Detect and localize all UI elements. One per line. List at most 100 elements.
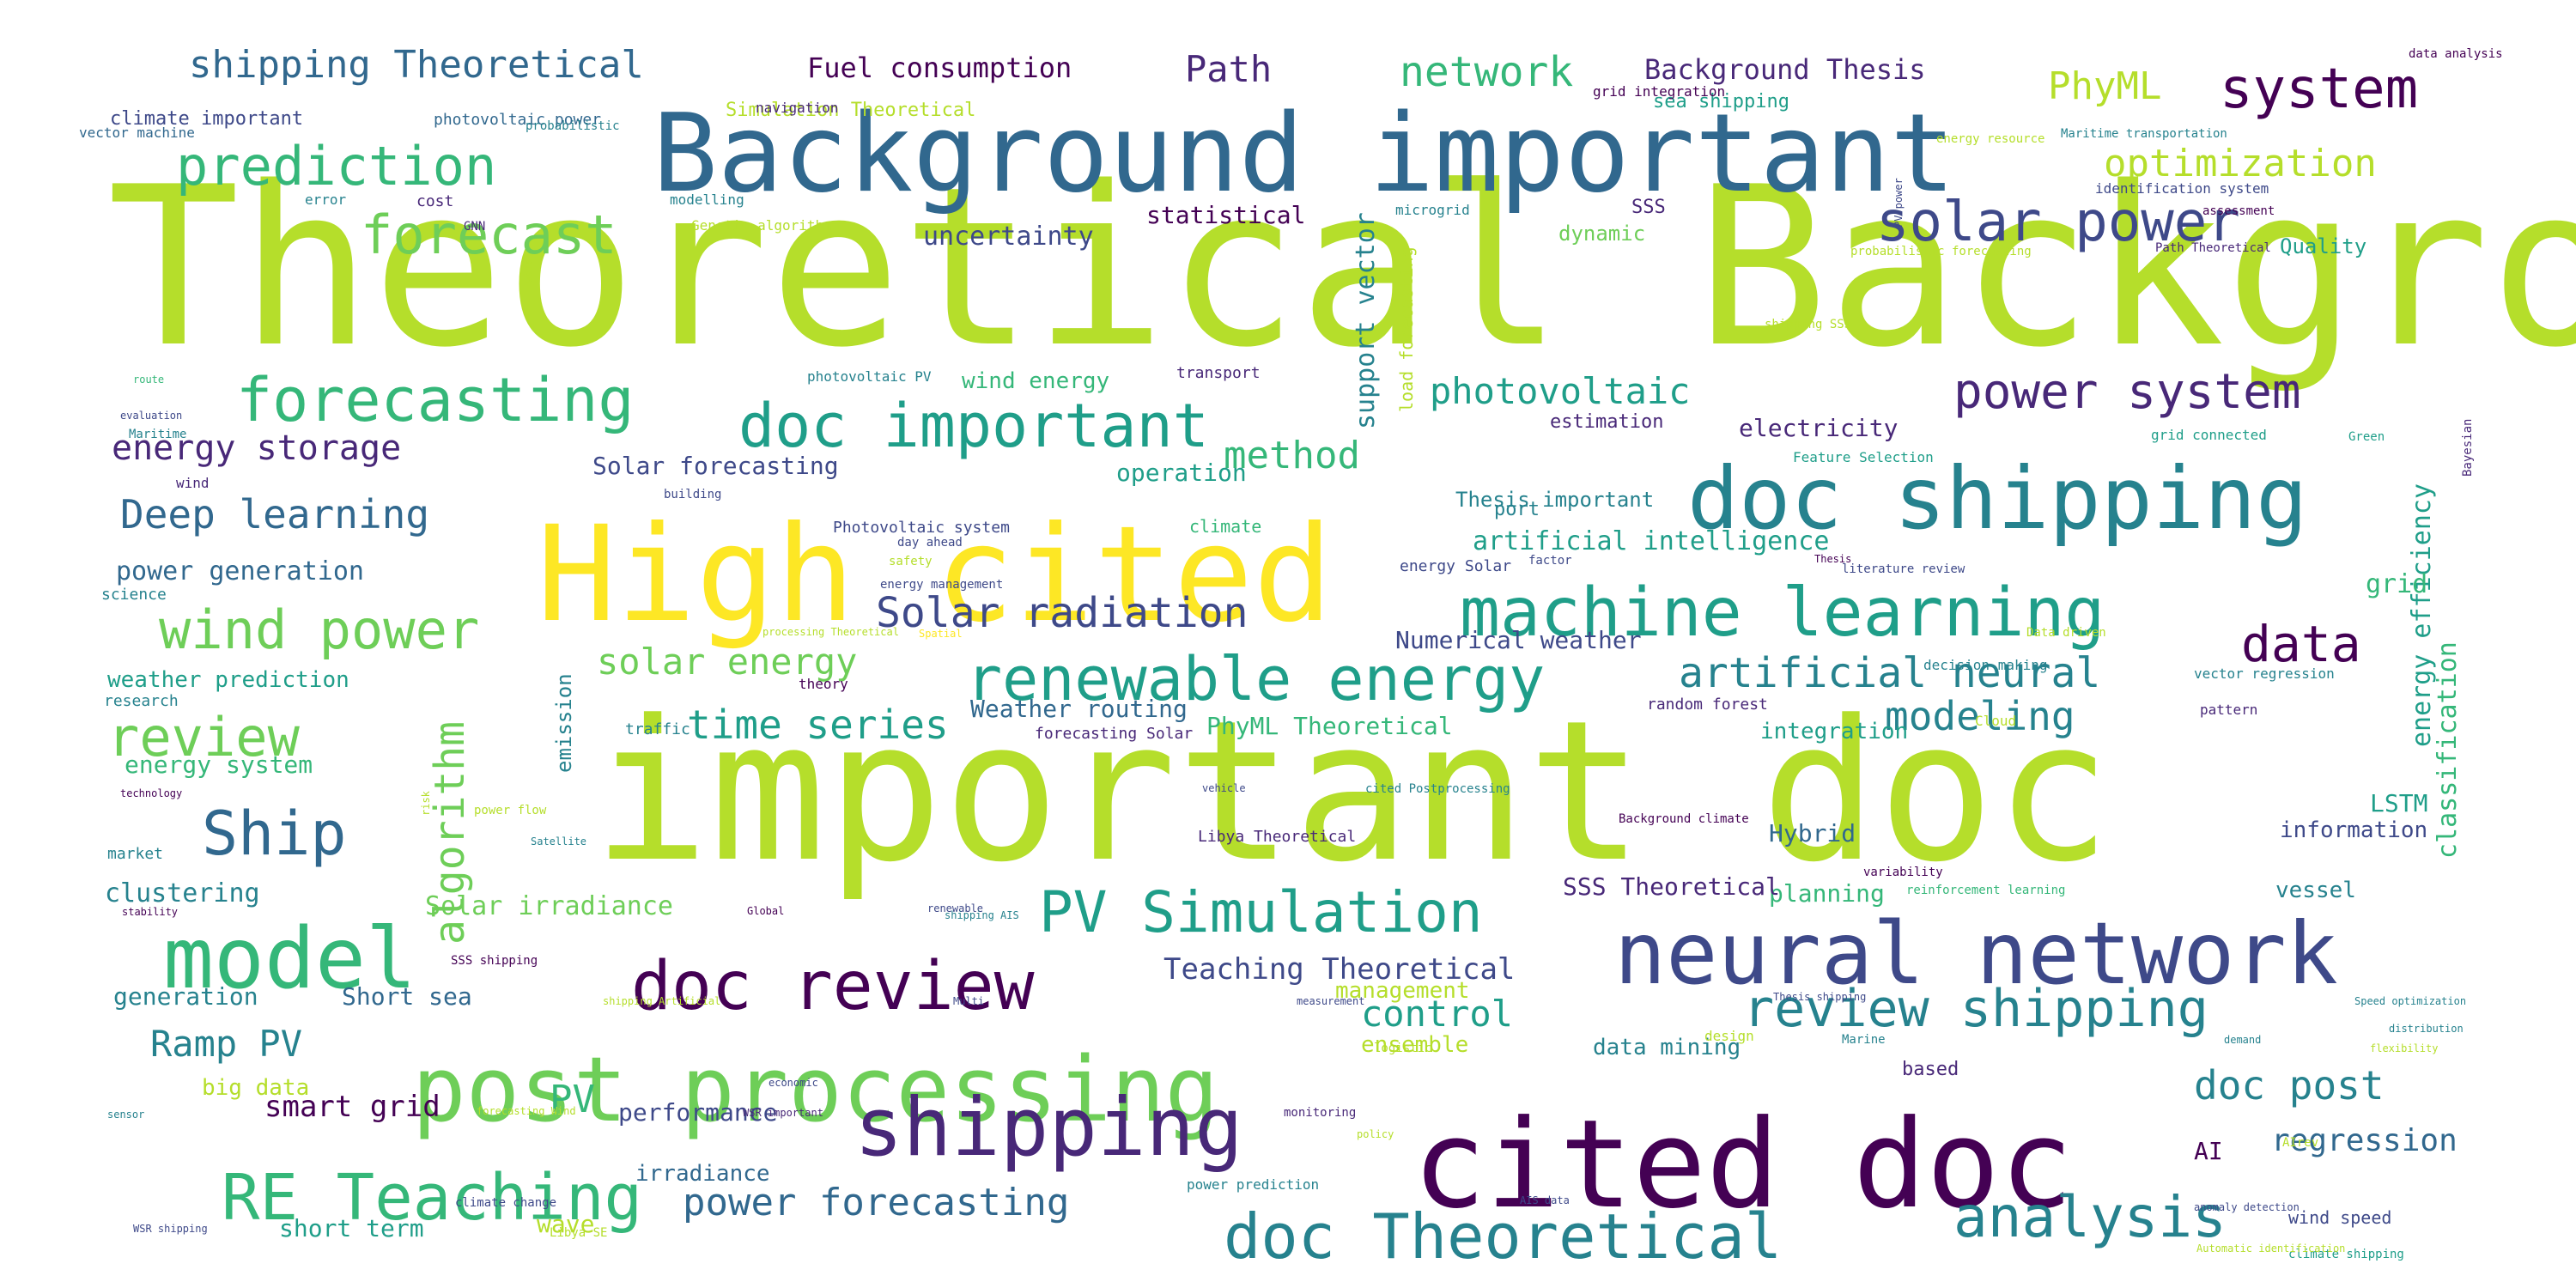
- word-probabilistic: probabilistic: [526, 119, 620, 133]
- word-clustering: clustering: [105, 878, 260, 908]
- word-performance: performance: [618, 1098, 777, 1127]
- word-bayesian: Bayesian: [2461, 419, 2475, 477]
- word-wind-speed: wind speed: [2288, 1207, 2391, 1228]
- word-genetic-algorithm: Genetic algorithm: [691, 217, 832, 234]
- word-operation: operation: [1116, 459, 1247, 487]
- word-planning: planning: [1769, 879, 1885, 908]
- word-method: method: [1224, 434, 1360, 477]
- word-gnn: GNN: [464, 220, 485, 234]
- word-path: Path: [1185, 48, 1272, 90]
- word-neural-network: neural network: [1614, 903, 2338, 1004]
- word-phyml: PhyML: [2048, 64, 2161, 108]
- word-microgrid: microgrid: [1395, 202, 1470, 218]
- word-identification-system: identification system: [2095, 180, 2269, 197]
- word-literature-review: literature review: [1842, 562, 1965, 576]
- word-ensemble: ensemble: [1361, 1032, 1468, 1058]
- word-modeling: modeling: [1885, 693, 2075, 739]
- word-photovoltaic: photovoltaic: [1430, 370, 1690, 412]
- word-spatial: Spatial: [919, 628, 963, 640]
- word-technology: technology: [120, 787, 182, 799]
- word-cited-postprocessing: cited Postprocessing: [1365, 782, 1510, 796]
- word-measurement: measurement: [1297, 995, 1364, 1007]
- word-thesis-shipping: Thesis shipping: [1773, 991, 1866, 1003]
- word-solar-radiation: Solar radiation: [876, 589, 1248, 637]
- word-wsr-important: WSR important: [743, 1107, 823, 1119]
- word-shipping: shipping: [854, 1081, 1243, 1175]
- word-shipping-ais: shipping AIS: [945, 909, 1019, 921]
- word-doc-theoretical: doc Theoretical: [1224, 1200, 1782, 1273]
- word-variability: variability: [1863, 866, 1943, 879]
- word-solar-irradiance: Solar irradiance: [425, 891, 673, 921]
- word-post-processing: post processing: [412, 1037, 1218, 1142]
- word-research: research: [104, 692, 179, 710]
- word-smart-grid: smart grid: [264, 1090, 440, 1124]
- word-big-data: big data: [202, 1075, 309, 1101]
- word-power-flow: power flow: [474, 804, 547, 817]
- word-modelling: modelling: [670, 191, 744, 208]
- word-wave: wave: [537, 1210, 594, 1238]
- word-doc-important: doc important: [738, 391, 1209, 461]
- word-energy-solar: energy Solar: [1400, 557, 1511, 575]
- word-ais-data: AIS data: [1520, 1194, 1570, 1206]
- word-review: review: [107, 706, 301, 769]
- word-traffic: traffic: [625, 720, 690, 738]
- word-libya-se: Libya SE: [550, 1226, 607, 1240]
- word-background-thesis: Background Thesis: [1644, 53, 1926, 86]
- word-pv-power: PV power: [1893, 178, 1905, 228]
- word-flexibility: flexibility: [2370, 1042, 2438, 1054]
- word-data-mining: data mining: [1593, 1035, 1741, 1060]
- word-water: water: [523, 252, 535, 283]
- word-forecast: forecast: [361, 204, 617, 266]
- word-short-sea: Short sea: [342, 982, 472, 1011]
- word-climate-change: climate change: [455, 1196, 556, 1210]
- word-navigation: navigation: [756, 100, 838, 116]
- word-photovoltaic-power: photovoltaic power: [434, 111, 601, 129]
- word-feature-selection: Feature Selection: [1793, 449, 1934, 465]
- word-cost: cost: [416, 192, 453, 210]
- word-wind: wind: [176, 475, 210, 491]
- word-factor: factor: [1528, 554, 1572, 568]
- word-thesis: Thesis: [1814, 553, 1851, 565]
- word-stability: stability: [122, 906, 178, 918]
- word-phyml-theoretical: PhyML Theoretical: [1206, 712, 1453, 740]
- word-speed-optimization: Speed optimization: [2354, 995, 2466, 1007]
- word-sss-shipping: SSS shipping: [451, 954, 538, 968]
- word-energy-system: energy system: [125, 750, 313, 779]
- word-green: Green: [2348, 430, 2385, 444]
- word-demand: demand: [2224, 1034, 2261, 1046]
- word-teaching-theoretical: Teaching Theoretical: [1163, 952, 1515, 987]
- word-automatic-identification: Automatic identification: [2196, 1242, 2345, 1255]
- word-power-prediction: power prediction: [1187, 1176, 1319, 1193]
- word-short-term: short term: [279, 1214, 424, 1242]
- word-network: network: [1400, 48, 1573, 96]
- word-design: design: [1704, 1028, 1754, 1044]
- word-pv: PV: [550, 1078, 595, 1121]
- word-uncertainty: uncertainty: [923, 222, 1094, 252]
- word-decision-making: decision making: [1923, 657, 2048, 673]
- word-random-forest: random forest: [1647, 696, 1768, 714]
- word-solar-energy: solar energy: [597, 641, 857, 683]
- word-weather-prediction: weather prediction: [107, 667, 349, 693]
- word-machine-learning: machine learning: [1460, 574, 2105, 652]
- word-vessel: vessel: [2275, 878, 2356, 903]
- word-global: Global: [747, 905, 784, 917]
- word-energy-resource: energy resource: [1936, 132, 2044, 146]
- word-control: control: [1361, 993, 1513, 1035]
- word-photovoltaic-pv: photovoltaic PV: [807, 368, 932, 385]
- word-simulation-theoretical: Simulation Theoretical: [726, 100, 975, 121]
- word-renewable: renewable: [927, 902, 983, 914]
- word-climate-shipping: climate shipping: [2288, 1248, 2404, 1261]
- word-ramp-pv: Ramp PV: [150, 1023, 302, 1065]
- word-energy-management: energy management: [880, 578, 1003, 592]
- word-route: route: [133, 374, 164, 386]
- word-economic: economic: [769, 1077, 818, 1089]
- word-maritime-transportation: Maritime transportation: [2061, 127, 2227, 141]
- word-algorithm: algorithm: [426, 721, 474, 945]
- word-monitoring: monitoring: [1284, 1106, 1356, 1120]
- word-background-climate: Background climate: [1619, 812, 1749, 826]
- word-processing-theoretical: processing Theoretical: [762, 626, 899, 638]
- word-sea-shipping: sea shipping: [1653, 91, 1789, 112]
- word-electricity: electricity: [1739, 414, 1898, 442]
- word-pv-simulation: PV Simulation: [1039, 879, 1483, 945]
